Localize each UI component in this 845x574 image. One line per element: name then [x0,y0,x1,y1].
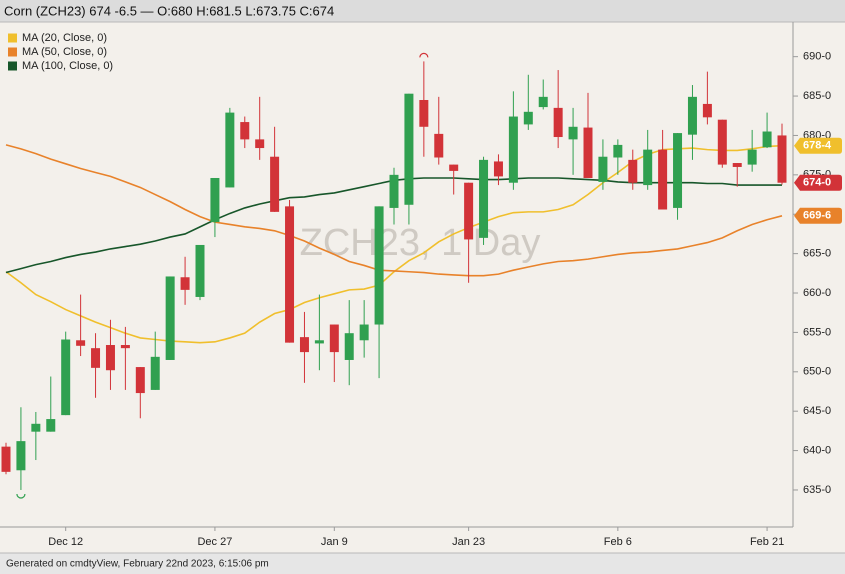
x-tick-label: Feb 21 [750,536,784,548]
price-tag-shape [794,174,842,191]
candle-body [120,345,130,349]
y-tick-label: 690-0 [803,51,831,63]
candle-body [374,206,384,325]
candle-body [329,324,339,353]
candle-body [702,103,712,118]
x-tick-label: Jan 9 [321,536,348,548]
y-tick-label: 640-0 [803,444,831,456]
candle-body [732,163,742,167]
candle-body [135,367,145,394]
candle-body [76,340,86,346]
candle-body [449,164,459,171]
y-tick-label: 655-0 [803,326,831,338]
candle-body [91,348,101,368]
high-marker [419,52,429,58]
legend-label: MA (100, Close, 0) [22,60,113,72]
candle-body [255,139,265,149]
candle-body [747,149,757,165]
candle-body [314,340,324,344]
candle-body [150,356,160,390]
y-tick-label: 685-0 [803,90,831,102]
ma-price-tag-shape [794,137,842,154]
candle-body [673,133,683,208]
candle-body [404,93,414,205]
legend-swatch [8,47,17,57]
ma-price-tag-shape [794,207,842,224]
candle-body [180,277,190,290]
low-marker [16,493,26,499]
legend-swatch [8,33,17,43]
y-tick-label: 650-0 [803,366,831,378]
x-tick-label: Dec 12 [48,536,83,548]
candle-body [240,122,250,140]
candle-body [762,131,772,148]
ma-price-tag: 678-4 [803,140,832,152]
candle-body [598,156,608,182]
candle-body [225,112,235,188]
candle-body [658,149,668,210]
candle-body [553,107,563,138]
candle-body [285,206,295,343]
candle-body [359,324,369,341]
candle-body [46,419,56,432]
y-tick-label: 665-0 [803,248,831,260]
candle-body [195,244,205,297]
y-tick-label: 635-0 [803,484,831,496]
y-tick-label: 660-0 [803,287,831,299]
candle-body [479,159,489,238]
candle-body [717,119,727,165]
legend-swatch [8,61,17,71]
candle-body [628,159,638,183]
candle-body [389,174,399,208]
footer-text: Generated on cmdtyView, February 22nd 20… [6,559,269,570]
price-tag: 674-0 [803,177,831,189]
candle-body [523,111,533,125]
x-tick-label: Dec 27 [197,536,232,548]
candle-body [538,96,548,108]
candle-body [105,345,115,371]
candle-body [61,339,71,416]
plot-area [1,61,787,490]
legend-label: MA (20, Close, 0) [22,32,107,44]
candle-body [344,333,354,360]
candle-body [583,127,593,178]
chart-title: Corn (ZCH23) 674 -6.5 — O:680 H:681.5 L:… [4,3,334,18]
x-tick-label: Jan 23 [452,536,485,548]
candle-body [165,276,175,360]
watermark: ZCH23, 1 Day [300,222,541,264]
candle-body [1,446,11,472]
x-tick-label: Feb 6 [604,536,632,548]
candle-body [270,156,280,212]
candle-body [210,177,220,223]
candle-body [643,149,653,186]
y-tick-label: 645-0 [803,405,831,417]
candle-body [687,96,697,135]
footer-bar [0,553,845,574]
header-bar [0,0,845,22]
candle-body [464,182,474,240]
candle-body [508,116,518,183]
ma-line [5,144,783,277]
candle-body [434,133,444,158]
ma-price-tag: 669-6 [803,210,831,222]
candle-body [777,135,787,183]
candle-body [299,337,309,353]
legend-label: MA (50, Close, 0) [22,46,107,58]
candle-body [419,99,429,127]
candle-body [31,423,41,432]
candle-body [568,126,578,140]
candle-body [493,161,503,177]
candle-body [613,144,623,158]
candle-body [16,441,26,471]
